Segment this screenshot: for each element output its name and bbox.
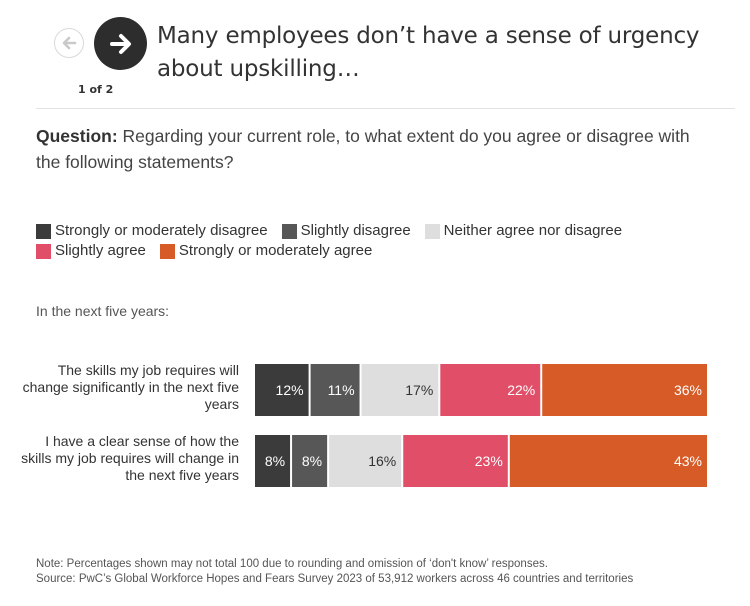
source-text: Source: PwC’s Global Workforce Hopes and… <box>36 573 634 585</box>
category-label-0: The skills my job requires will change s… <box>22 362 239 412</box>
bar-segment <box>403 435 508 487</box>
bar-segment <box>255 435 291 487</box>
legend-label: Slightly disagree <box>300 222 411 239</box>
question-text: Regarding your current role, to what ext… <box>36 126 690 172</box>
legend-swatch <box>424 223 440 239</box>
bar-segment <box>361 364 439 416</box>
legend-label: Slightly agree <box>55 242 146 259</box>
category-label-1: I have a clear sense of how the skills m… <box>21 433 239 483</box>
legend-swatch <box>159 243 175 259</box>
data-label: 8% <box>302 453 322 469</box>
data-label: 22% <box>507 382 535 398</box>
note-text: Note: Percentages shown may not total 10… <box>36 558 548 570</box>
legend-label: Strongly or moderately disagree <box>55 222 268 239</box>
arrow-right-icon <box>109 33 131 54</box>
legend-swatch <box>36 243 51 259</box>
previous-slide-button[interactable] <box>54 28 84 58</box>
data-label: 17% <box>405 382 433 398</box>
legend-swatch <box>281 223 297 239</box>
legend-item: Strongly or moderately disagree <box>36 221 268 241</box>
next-slide-button[interactable] <box>94 17 147 70</box>
legend-row: Strongly or moderately disagree Slightly … <box>36 221 716 241</box>
arrow-left-icon <box>62 36 77 50</box>
survey-question: Question: Regarding your current role, t… <box>36 123 696 175</box>
legend-item: Strongly or moderately agree <box>159 241 373 261</box>
legend-item: Slightly disagree <box>281 221 411 241</box>
legend-label: Strongly or moderately agree <box>178 242 373 259</box>
legend-label: Neither agree nor disagree <box>443 222 623 239</box>
legend-item: Neither agree nor disagree <box>424 221 623 241</box>
bar-segment <box>329 435 402 487</box>
data-label: 16% <box>368 453 396 469</box>
data-label: 43% <box>674 453 702 469</box>
question-label: Question: <box>36 126 118 146</box>
data-label: 36% <box>674 382 702 398</box>
bar-segment <box>255 364 309 416</box>
bar-segment <box>440 364 541 416</box>
bar-segment <box>310 364 360 416</box>
bar-segment <box>542 364 707 416</box>
chart-note: Note: Percentages shown may not total 10… <box>36 557 633 587</box>
legend-swatch <box>36 223 51 239</box>
data-label: 11% <box>328 382 355 398</box>
bar-segment <box>292 435 328 487</box>
data-label: 8% <box>265 453 285 469</box>
chart-subtitle: In the next five years: <box>36 303 170 319</box>
legend-row: Slightly agree Strongly or moderately agr… <box>36 241 716 261</box>
page-indicator: 1 of 2 <box>78 83 114 96</box>
bar-segment <box>509 435 707 487</box>
legend: Strongly or moderately disagree Slightly … <box>36 221 716 261</box>
chart-title: Many employees don’t have a sense of urg… <box>157 23 700 82</box>
legend-item: Slightly agree <box>36 241 146 261</box>
data-label: 12% <box>276 382 304 398</box>
data-label: 23% <box>475 453 503 469</box>
divider <box>36 108 735 109</box>
